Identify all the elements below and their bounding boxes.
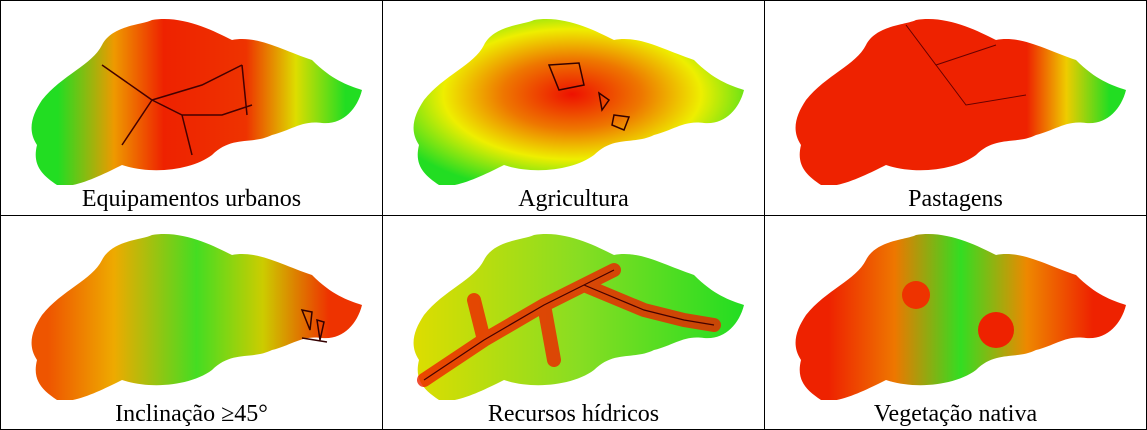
- caption: Pastagens: [765, 185, 1146, 213]
- page: Equipamentos urbanos Agricultura Pastage…: [0, 0, 1147, 430]
- caption: Vegetação nativa: [765, 400, 1146, 428]
- map: [384, 220, 764, 400]
- map: [766, 5, 1146, 185]
- map: [2, 220, 382, 400]
- panel: Vegetação nativa: [765, 215, 1147, 430]
- figure-table: Equipamentos urbanos Agricultura Pastage…: [0, 0, 1147, 430]
- caption: Agricultura: [383, 185, 764, 213]
- caption: Equipamentos urbanos: [1, 185, 382, 213]
- map: [766, 220, 1146, 400]
- caption: Recursos hídricos: [383, 400, 764, 428]
- panel: Pastagens: [765, 1, 1147, 216]
- map: [2, 5, 382, 185]
- panel: Agricultura: [383, 1, 765, 216]
- panel: Recursos hídricos: [383, 215, 765, 430]
- panel: Equipamentos urbanos: [1, 1, 383, 216]
- panel: Inclinação ≥45°: [1, 215, 383, 430]
- caption: Inclinação ≥45°: [1, 400, 382, 428]
- map: [384, 5, 764, 185]
